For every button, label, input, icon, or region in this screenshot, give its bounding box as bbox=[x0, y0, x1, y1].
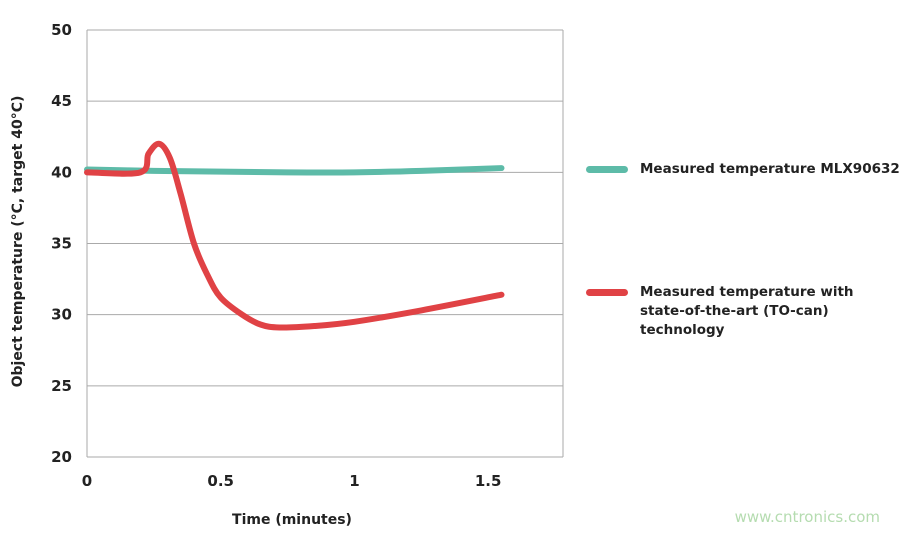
y-tick-label: 30 bbox=[51, 306, 72, 324]
y-tick-label: 20 bbox=[51, 448, 72, 466]
y-tick-label: 25 bbox=[51, 377, 72, 395]
y-tick-label: 35 bbox=[51, 235, 72, 253]
y-axis-label: Object temperature (°C, target 40°C) bbox=[10, 96, 26, 388]
legend-item-to-can: Measured temperature with state-of-the-a… bbox=[586, 283, 886, 340]
y-tick-label: 40 bbox=[51, 163, 72, 181]
x-tick-label: 1.5 bbox=[475, 472, 502, 490]
y-tick-label: 50 bbox=[51, 21, 72, 39]
legend-label: Measured temperature with state-of-the-a… bbox=[640, 284, 854, 338]
legend-label: Measured temperature MLX90632 bbox=[640, 161, 900, 177]
x-tick-label: 1 bbox=[349, 472, 359, 490]
y-tick-label: 45 bbox=[51, 92, 72, 110]
legend-swatch-teal bbox=[586, 166, 628, 173]
x-axis-label: Time (minutes) bbox=[232, 512, 352, 528]
legend-swatch-red bbox=[586, 289, 628, 296]
x-tick-label: 0 bbox=[82, 472, 92, 490]
series-line-0 bbox=[84, 165, 505, 176]
legend-item-mlx90632: Measured temperature MLX90632 bbox=[586, 160, 900, 179]
watermark: www.cntronics.com bbox=[734, 508, 880, 526]
series-line-1 bbox=[84, 140, 505, 331]
x-tick-label: 0.5 bbox=[207, 472, 234, 490]
